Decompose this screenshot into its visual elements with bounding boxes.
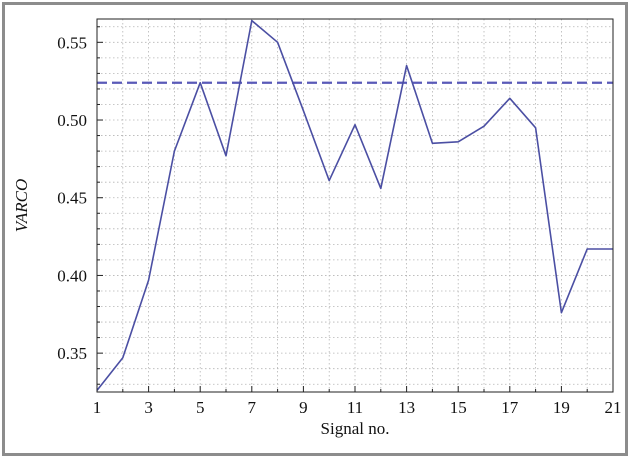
series-line <box>96 19 613 391</box>
y-tick-label: 0.45 <box>57 189 87 208</box>
x-tick-label: 1 <box>93 398 102 417</box>
x-tick-label: 3 <box>144 398 153 417</box>
y-axis-label: VARCO <box>12 179 31 233</box>
y-tick-label: 0.35 <box>57 344 87 363</box>
y-tick-label: 0.50 <box>57 111 87 130</box>
x-tick-labels: 1 3 5 7 9 11 13 15 17 19 21 <box>93 398 622 417</box>
x-tick-label: 13 <box>398 398 415 417</box>
y-tick-label: 0.55 <box>57 33 87 52</box>
line-chart: 1 3 5 7 9 11 13 15 17 19 21 0.350.400.450.500.55 S… <box>12 18 622 438</box>
axes <box>96 18 614 393</box>
y-tick-label: 0.40 <box>57 266 87 285</box>
x-axis-label: Signal no. <box>321 419 390 438</box>
x-tick-label: 5 <box>196 398 205 417</box>
grid <box>96 19 614 392</box>
series-layer <box>96 19 613 391</box>
chart-frame: 1 3 5 7 9 11 13 15 17 19 21 0.35 0.40 0.45 0.50 0.55 S… <box>2 2 628 456</box>
x-tick-label: 17 <box>501 398 519 417</box>
x-tick-label: 7 <box>248 398 257 417</box>
x-tick-label: 21 <box>605 398 622 417</box>
x-tick-label: 19 <box>553 398 570 417</box>
x-tick-label: 11 <box>347 398 363 417</box>
x-tick-label: 9 <box>299 398 308 417</box>
x-tick-label: 15 <box>450 398 467 417</box>
y-tick-labels: 0.35 0.40 0.45 0.50 0.55 <box>57 33 87 363</box>
